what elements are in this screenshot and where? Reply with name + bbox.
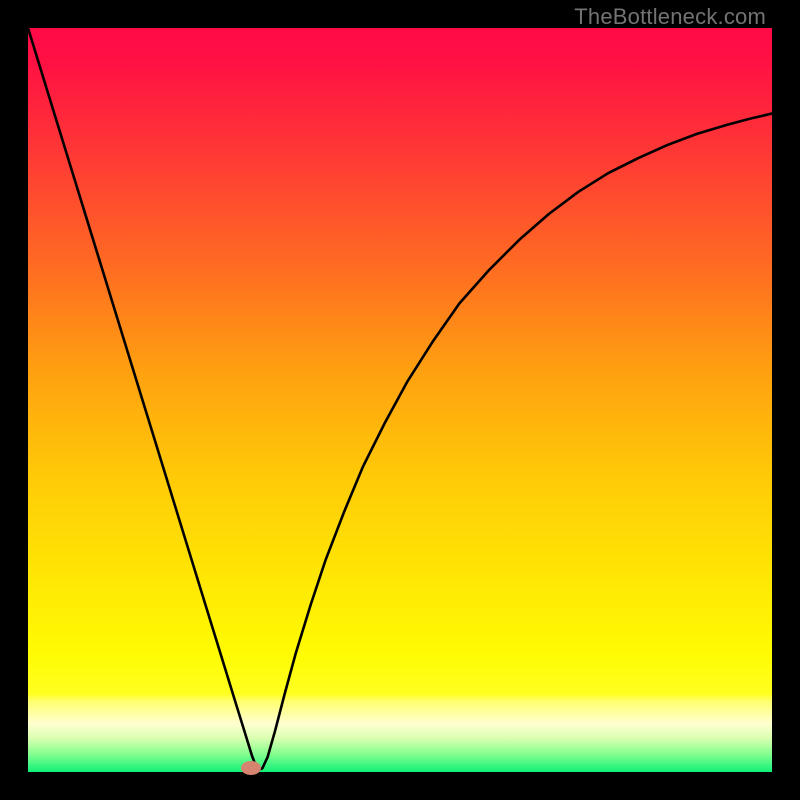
bottleneck-curve — [28, 28, 772, 770]
plot-area — [28, 28, 772, 772]
curve-svg — [28, 28, 772, 772]
watermark-label: TheBottleneck.com — [574, 4, 766, 30]
curve-marker-icon — [241, 761, 261, 775]
chart-frame: TheBottleneck.com — [0, 0, 800, 800]
